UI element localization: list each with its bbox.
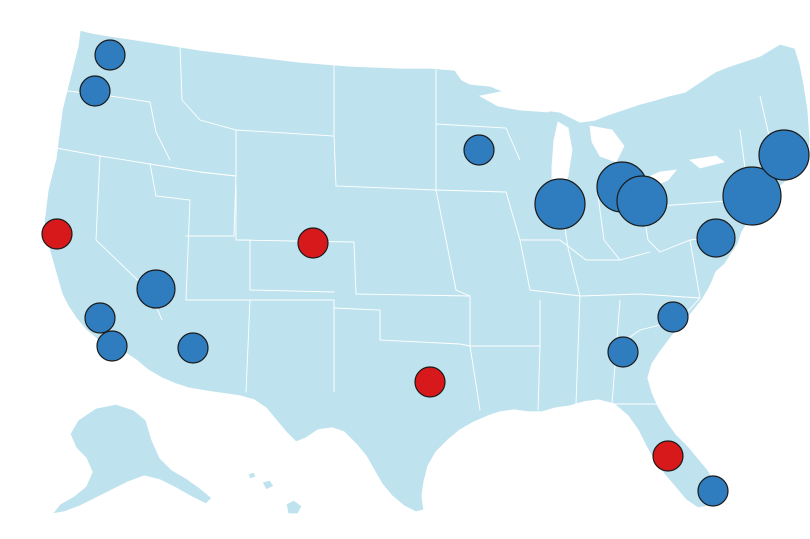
marker-charlotte: [657, 301, 689, 333]
marker-phoenix: [177, 332, 209, 364]
marker-atlanta: [607, 336, 639, 368]
marker-chicago: [534, 178, 586, 230]
marker-washington-dc: [696, 218, 736, 258]
marker-minneapolis: [463, 134, 495, 166]
marker-denver: [297, 227, 329, 259]
alaska: [51, 403, 213, 515]
marker-cleveland: [616, 175, 668, 227]
hawaii-2: [261, 479, 275, 491]
marker-boston: [758, 129, 810, 181]
marker-san-diego: [96, 330, 128, 362]
marker-seattle-area-2: [79, 75, 111, 107]
marker-las-vegas: [136, 269, 176, 309]
lake-huron: [589, 125, 625, 163]
hawaii-3: [247, 471, 257, 480]
city-markers: [41, 39, 810, 507]
marker-miami: [697, 475, 729, 507]
marker-seattle-area-1: [94, 39, 126, 71]
marker-los-angeles: [84, 302, 116, 334]
marker-orlando: [652, 440, 684, 472]
hawaii-1: [285, 499, 303, 515]
marker-dallas: [414, 366, 446, 398]
marker-san-francisco: [41, 218, 73, 250]
lake-ontario: [689, 155, 725, 169]
lake-superior: [478, 89, 561, 113]
marker-new-york: [722, 166, 782, 226]
